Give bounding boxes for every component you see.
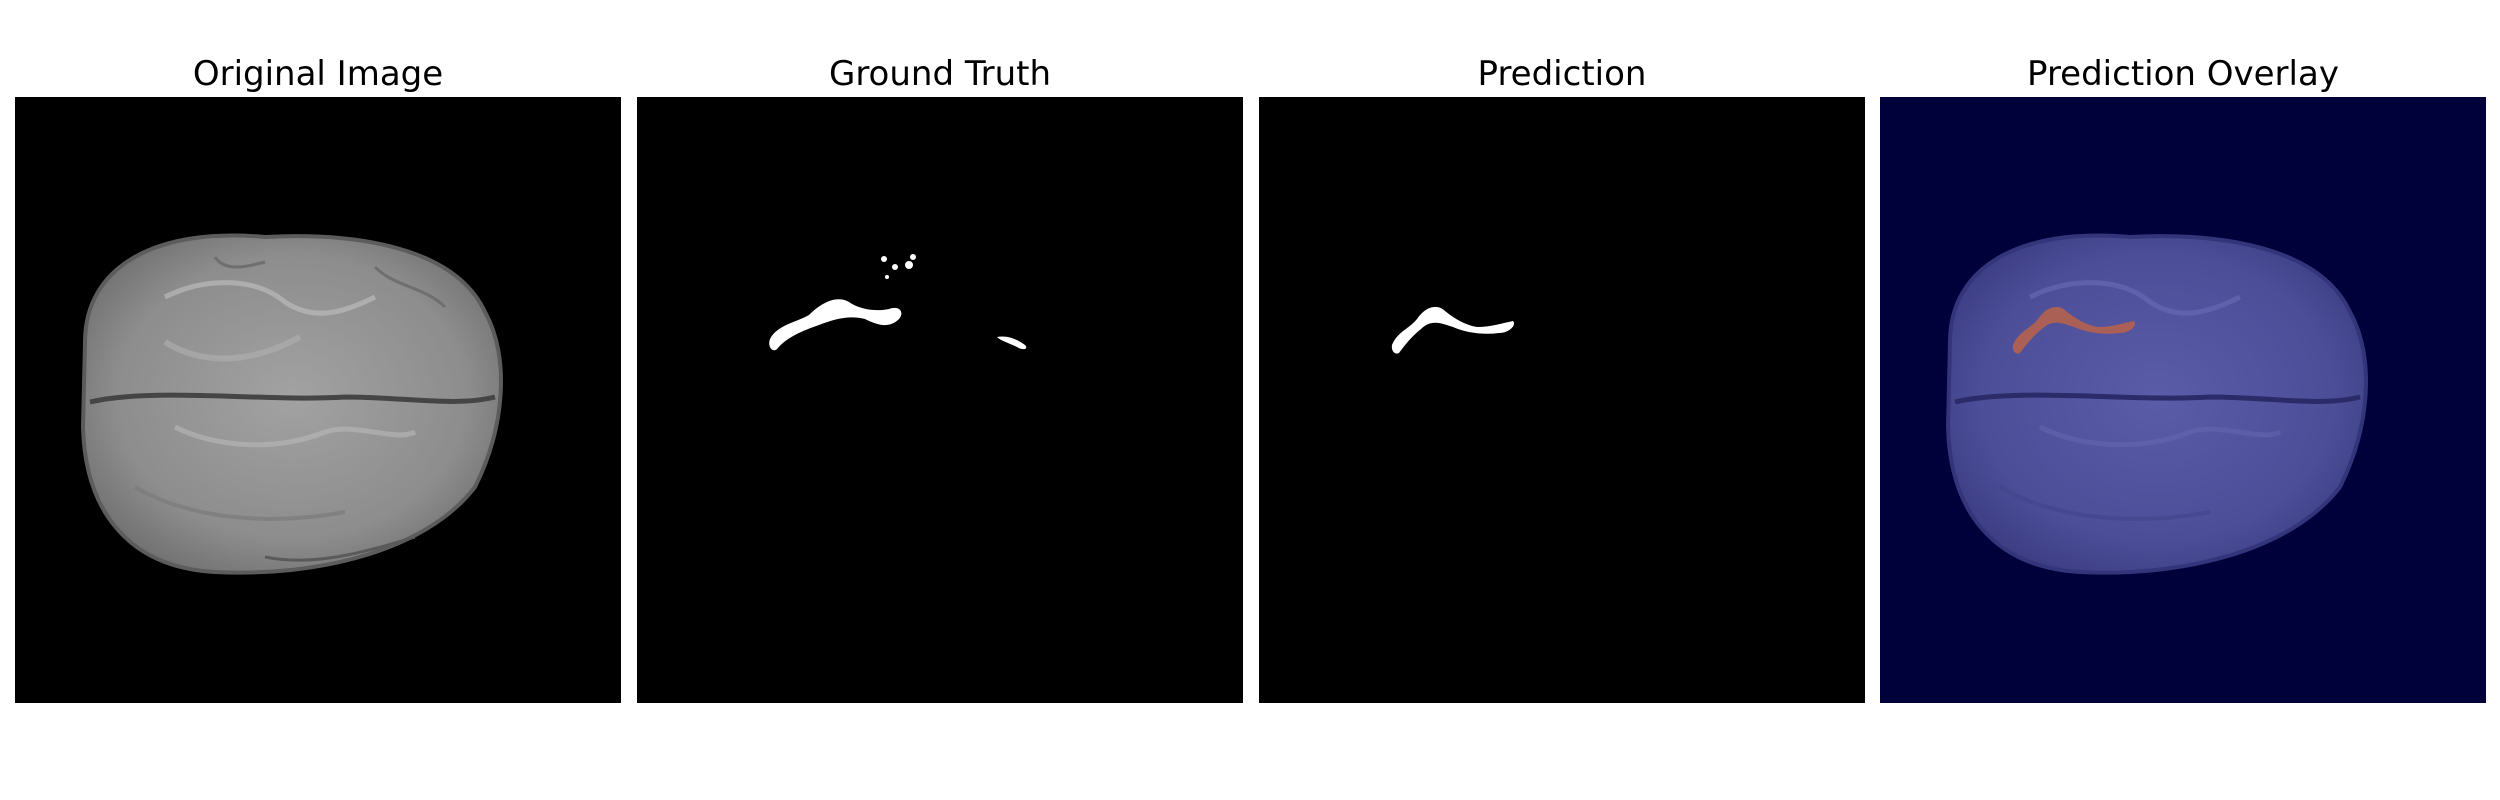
prediction-panel (1259, 97, 1865, 703)
panel-title-ground-truth: Ground Truth (828, 54, 1052, 94)
prediction-overlay-panel (1880, 97, 2486, 703)
panel-title-prediction: Prediction (1477, 54, 1647, 94)
prediction-overlay (1880, 97, 2486, 703)
overlay-prediction-region (2012, 306, 2136, 354)
ground-truth-region-small (997, 336, 1027, 350)
original-image-panel (15, 97, 621, 703)
ground-truth-panel (637, 97, 1243, 703)
prediction-mask (1259, 97, 1865, 703)
brain-outline (80, 233, 504, 575)
ground-truth-mask (637, 97, 1243, 703)
prediction-region (1391, 306, 1515, 354)
ground-truth-region-main (769, 299, 902, 351)
overlay-brain (1945, 233, 2369, 575)
panel-title-original: Original Image (192, 54, 444, 94)
original-image (15, 97, 621, 703)
panel-title-overlay: Prediction Overlay (2027, 54, 2339, 94)
